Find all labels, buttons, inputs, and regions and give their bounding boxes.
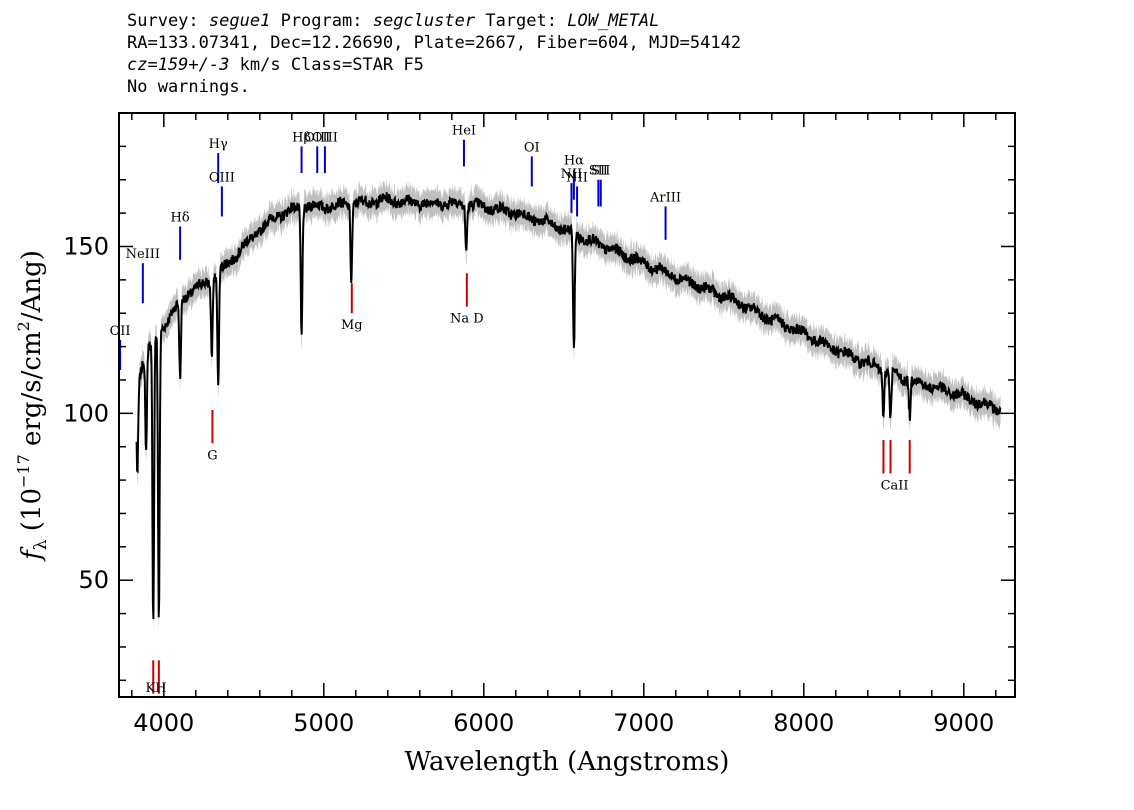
y-tick-label: 50 (78, 566, 109, 594)
flux-layer (135, 192, 1002, 620)
absorption-line-label: KH (146, 681, 167, 696)
program-label: Program: (280, 11, 363, 31)
emission-line-label: Hγ (209, 137, 228, 152)
emission-line-label: OIII (312, 130, 338, 145)
y-tick-label: 100 (63, 399, 109, 427)
absorption-line-label: CaII (881, 478, 909, 493)
emission-line-label: SII (589, 164, 608, 179)
flux-error-band (136, 177, 1001, 632)
emission-line-label: OIII (209, 170, 235, 185)
plot-frame (118, 112, 1016, 698)
target-value: LOW_METAL (567, 11, 660, 31)
emission-line-label: Hδ (171, 210, 190, 225)
y-tick-label: 150 (63, 232, 109, 260)
emission-line-label: OIII (304, 130, 330, 145)
spectral-lines-layer (119, 139, 911, 694)
warnings-text: No warnings. (127, 77, 250, 97)
x-tick-label: 4000 (133, 709, 194, 737)
emission-line-label: OI (524, 140, 540, 155)
absorption-line-label: Mg (341, 318, 363, 333)
survey-value: segue1 (208, 11, 271, 31)
y-axis-title: fλ (10−17 erg/s/cm2/Ang) (14, 250, 51, 562)
absorption-line-label: G (207, 448, 217, 463)
emission-line-label: OII (110, 324, 131, 339)
x-tick-label: 6000 (453, 709, 514, 737)
header-line-3: cz=159+/-3 km/s Class=STAR F5 (127, 54, 741, 76)
emission-line-label: SII (591, 164, 610, 179)
classification: Class=STAR F5 (290, 55, 424, 75)
spectrum-header: Survey: segue1 Program: segcluster Targe… (127, 10, 741, 98)
emission-line-label: NII (561, 167, 583, 182)
emission-line-label: NeIII (126, 247, 160, 262)
flux-line (135, 192, 1002, 620)
x-axis-title: Wavelength (Angstroms) (405, 747, 730, 777)
emission-line-label: HeI (452, 124, 476, 139)
x-tick-label: 5000 (293, 709, 354, 737)
ticks-layer (119, 112, 1015, 697)
x-tick-label: 7000 (613, 709, 674, 737)
emission-line-label: Hα (564, 154, 584, 169)
svg-text:fλ (10−17 erg/s/cm2/Ang): fλ (10−17 erg/s/cm2/Ang) (14, 250, 51, 562)
redshift-unit: km/s (239, 55, 281, 75)
emission-line-label: ArIII (649, 190, 681, 205)
error-band-layer (136, 177, 1001, 632)
x-tick-label: 8000 (773, 709, 834, 737)
program-value: segcluster (372, 11, 476, 31)
absorption-line-label: Na D (450, 312, 484, 327)
header-line-1: Survey: segue1 Program: segcluster Targe… (127, 10, 741, 32)
redshift-value: cz=159+/-3 (127, 55, 230, 75)
survey-label: Survey: (127, 11, 199, 31)
x-tick-label: 9000 (933, 709, 994, 737)
target-label: Target: (485, 11, 557, 31)
header-line-2: RA=133.07341, Dec=12.26690, Plate=2667, … (127, 33, 742, 53)
emission-line-label: Hβ (292, 130, 311, 145)
emission-line-label: NII (566, 170, 588, 185)
